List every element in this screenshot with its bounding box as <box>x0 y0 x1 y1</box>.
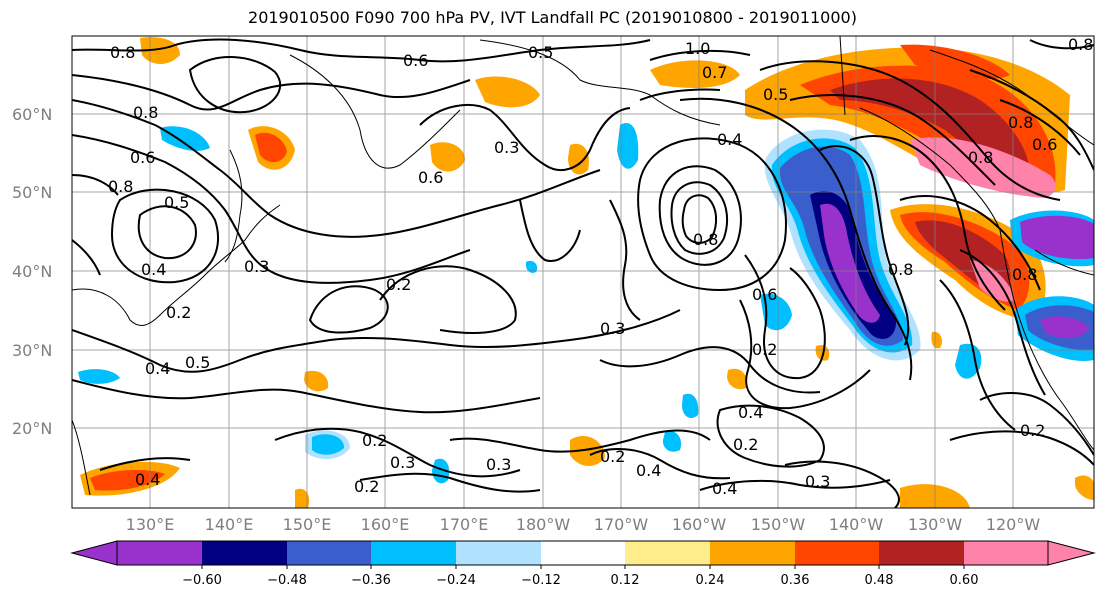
colorbar-tick-label: 0.24 <box>696 573 725 588</box>
contour-label: 0.6 <box>418 168 443 187</box>
contour-label: 1.0 <box>685 39 710 58</box>
lon-label: 130°W <box>908 515 963 534</box>
colorbar-tick-label: −0.24 <box>436 573 476 588</box>
contour-label: 0.8 <box>133 103 158 122</box>
contour-label: 0.4 <box>712 479 737 498</box>
lat-label: 40°N <box>12 262 52 281</box>
colorbar-tick-label: −0.12 <box>521 573 561 588</box>
contour-label: 0.6 <box>403 51 428 70</box>
contour-label: 0.4 <box>636 461 661 480</box>
colorbar-tick-label: −0.60 <box>182 573 222 588</box>
colorbar-tick-label: −0.36 <box>351 573 391 588</box>
colorbar-tick-label: 0.12 <box>611 573 640 588</box>
contour-label: 0.2 <box>752 340 777 359</box>
contour-label: 0.2 <box>386 275 411 294</box>
contour-label: 0.8 <box>693 230 718 249</box>
contour-label: 0.2 <box>600 447 625 466</box>
longitude-labels: 130°E 140°E 150°E 160°E 170°E 180°W 170°… <box>126 515 1041 534</box>
contour-label: 0.3 <box>805 472 830 491</box>
colorbar-segment <box>964 541 1048 565</box>
lon-label: 120°W <box>986 515 1041 534</box>
contour-label: 0.8 <box>1008 113 1033 132</box>
lon-label: 160°E <box>361 515 410 534</box>
colorbar-segment <box>710 541 795 565</box>
lon-label: 150°E <box>283 515 332 534</box>
contour-label: 0.8 <box>1012 265 1037 284</box>
contour-label: 0.3 <box>390 453 415 472</box>
colorbar-segment <box>202 541 287 565</box>
colorbar-tick-label: 0.36 <box>781 573 810 588</box>
latitude-labels: 60°N 50°N 40°N 30°N 20°N <box>12 105 52 438</box>
lat-label: 50°N <box>12 183 52 202</box>
contour-label: 0.2 <box>166 303 191 322</box>
colorbar-tick-label: 0.60 <box>950 573 979 588</box>
contour-label: 0.2 <box>354 477 379 496</box>
colorbar-high-extension <box>1047 540 1096 566</box>
lon-label: 140°W <box>829 515 884 534</box>
contour-label: 0.2 <box>362 431 387 450</box>
colorbar-frame <box>116 540 1049 566</box>
lon-label: 160°W <box>672 515 727 534</box>
colorbar-segment <box>117 541 202 565</box>
contour-label: 0.8 <box>888 260 913 279</box>
contour-label: 0.4 <box>141 260 166 279</box>
contour-label: 0.3 <box>244 257 269 276</box>
contour-label: 0.5 <box>185 353 210 372</box>
contour-label: 0.6 <box>752 285 777 304</box>
lon-label: 170°W <box>594 515 649 534</box>
colorbar-segment <box>795 541 879 565</box>
colorbar-segment <box>879 541 964 565</box>
colorbar-tick-label: 0.48 <box>865 573 894 588</box>
contour-label: 0.4 <box>738 403 763 422</box>
lon-label: 140°E <box>205 515 254 534</box>
contour-label: 0.3 <box>494 138 519 157</box>
contour-label: 0.2 <box>1020 421 1045 440</box>
contour-label: 0.6 <box>1032 135 1057 154</box>
contour-label: 0.8 <box>110 43 135 62</box>
contour-label: 0.5 <box>763 85 788 104</box>
contour-label: 0.3 <box>600 319 625 338</box>
contour-label: 0.8 <box>968 148 993 167</box>
contour-label: 0.7 <box>702 63 727 82</box>
lon-label: 150°W <box>751 515 806 534</box>
colorbar-ticks <box>201 565 965 569</box>
colorbar-segment <box>541 541 625 565</box>
contour-label: 0.4 <box>717 130 742 149</box>
contour-label: 0.8 <box>1068 35 1093 54</box>
colorbar-segment <box>287 541 371 565</box>
colorbar-segment <box>456 541 541 565</box>
lat-label: 20°N <box>12 419 52 438</box>
contour-label: 0.5 <box>528 43 553 62</box>
graticule <box>72 36 1094 508</box>
lon-label: 130°E <box>126 515 175 534</box>
contour-label: 0.3 <box>486 455 511 474</box>
colorbar-segment <box>625 541 710 565</box>
figure-title: 2019010500 F090 700 hPa PV, IVT Landfall… <box>248 8 857 27</box>
map-frame <box>71 35 1095 509</box>
lat-label: 60°N <box>12 105 52 124</box>
contour-label: 0.4 <box>135 470 160 489</box>
contour-label: 0.4 <box>145 359 170 378</box>
colorbar-low-extension <box>70 540 118 566</box>
colorbar: −0.60 −0.48 −0.36 −0.24 −0.12 0.12 0.24 … <box>70 540 1096 588</box>
colorbar-segment <box>371 541 456 565</box>
lat-label: 30°N <box>12 341 52 360</box>
colorbar-tick-label: −0.48 <box>267 573 307 588</box>
contour-labels: 0.8 0.6 1.0 0.7 0.5 0.8 0.6 0.3 0.4 0.3 … <box>108 35 1093 498</box>
map-area <box>72 36 1094 508</box>
contour-label: 0.6 <box>130 148 155 167</box>
lon-label: 180°W <box>516 515 571 534</box>
contour-lines <box>72 38 1094 508</box>
contour-label: 0.5 <box>164 193 189 212</box>
contour-label: 0.8 <box>108 177 133 196</box>
lon-label: 170°E <box>440 515 489 534</box>
contour-label: 0.2 <box>733 435 758 454</box>
